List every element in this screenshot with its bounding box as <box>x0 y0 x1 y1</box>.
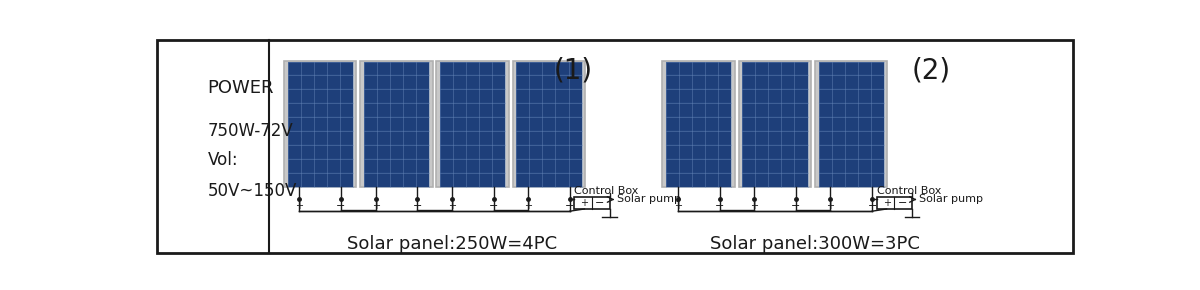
Text: Control Box: Control Box <box>877 186 941 195</box>
Text: −: − <box>595 198 605 208</box>
Bar <box>440 61 505 187</box>
Text: Solar pump: Solar pump <box>617 195 682 204</box>
Text: +: + <box>295 201 304 211</box>
Bar <box>360 61 433 187</box>
Bar <box>743 61 808 187</box>
Text: −: − <box>715 201 725 211</box>
Text: +: + <box>448 201 456 211</box>
Text: (1): (1) <box>553 57 593 84</box>
Bar <box>662 61 734 187</box>
Text: −: − <box>336 201 346 211</box>
Bar <box>516 61 582 187</box>
Bar <box>815 61 888 187</box>
Bar <box>512 61 586 187</box>
Bar <box>284 61 356 187</box>
Text: 750W-72V: 750W-72V <box>208 122 294 140</box>
Text: +: + <box>827 201 834 211</box>
Text: +: + <box>882 198 890 208</box>
Bar <box>575 197 610 209</box>
Text: −: − <box>488 201 498 211</box>
Text: +: + <box>581 198 588 208</box>
Text: Control Box: Control Box <box>575 186 638 195</box>
Text: +: + <box>750 201 758 211</box>
Bar <box>739 61 811 187</box>
Text: −: − <box>413 201 422 211</box>
Bar <box>818 61 883 187</box>
Text: +: + <box>372 201 379 211</box>
Text: −: − <box>565 201 575 211</box>
Bar <box>877 197 912 209</box>
Text: POWER: POWER <box>208 79 274 97</box>
Text: Solar panel:250W=4PC: Solar panel:250W=4PC <box>347 235 557 253</box>
Text: Solar pump: Solar pump <box>919 195 984 204</box>
Bar <box>364 61 430 187</box>
Text: (2): (2) <box>912 57 950 84</box>
Bar <box>288 61 353 187</box>
Text: Vol:: Vol: <box>208 151 239 169</box>
Text: +: + <box>674 201 682 211</box>
Bar <box>437 61 509 187</box>
Text: −: − <box>791 201 800 211</box>
Text: 50V~150V: 50V~150V <box>208 182 298 200</box>
Text: Solar panel:300W=3PC: Solar panel:300W=3PC <box>710 235 920 253</box>
Text: +: + <box>524 201 532 211</box>
Text: −: − <box>868 201 877 211</box>
Bar <box>666 61 731 187</box>
Text: −: − <box>898 198 907 208</box>
